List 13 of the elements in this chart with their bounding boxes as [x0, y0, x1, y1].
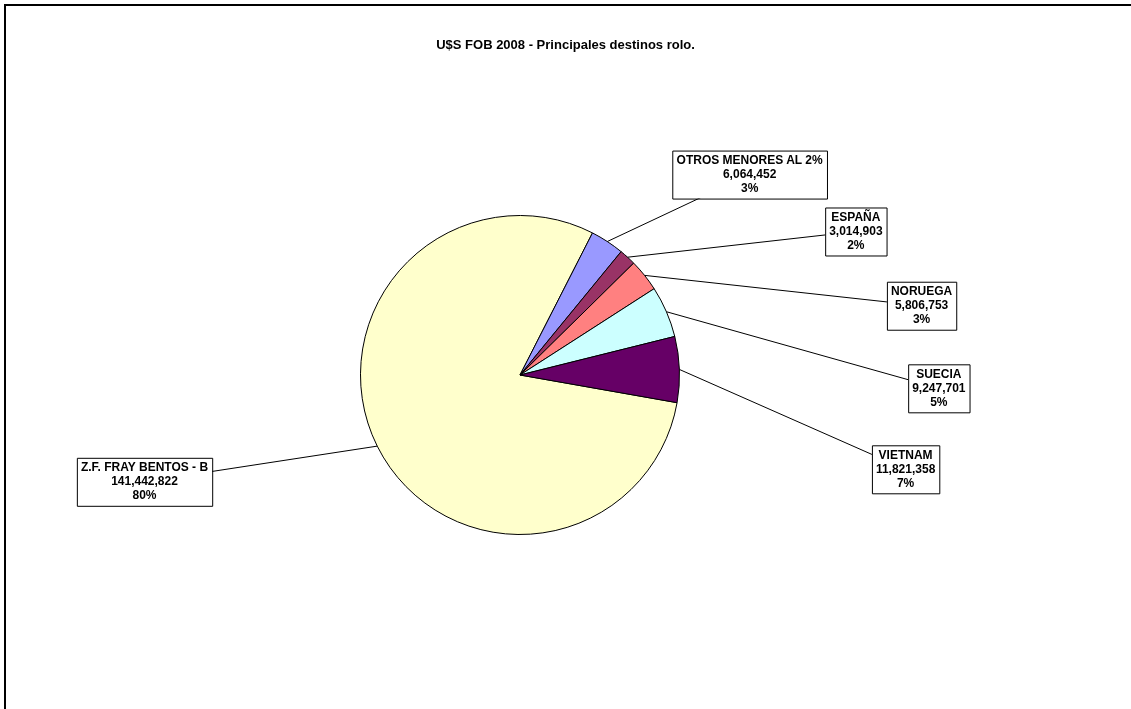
slice-label: ESPAÑA — [831, 208, 881, 224]
chart-title: U$S FOB 2008 - Principales destinos rolo. — [436, 36, 695, 52]
data-label: 6,064,452 3% — [722, 166, 777, 195]
slice-label: OTROS MENORES AL 2% — [676, 152, 823, 167]
data-label: 11,821,358 7% — [875, 461, 936, 490]
data-label: 141,442,822 80% — [111, 474, 179, 503]
slice-label: NORUEGA — [890, 284, 953, 299]
data-label: 3,014,903 2% — [829, 223, 883, 252]
data-label: 9,247,701 5% — [912, 380, 966, 409]
slice-label: SUECIA — [916, 366, 962, 381]
slice-label: VIETNAM — [878, 447, 933, 462]
slice-label: Z.F. FRAY BENTOS - B — [80, 460, 209, 475]
data-label: 5,806,753 3% — [894, 298, 949, 327]
